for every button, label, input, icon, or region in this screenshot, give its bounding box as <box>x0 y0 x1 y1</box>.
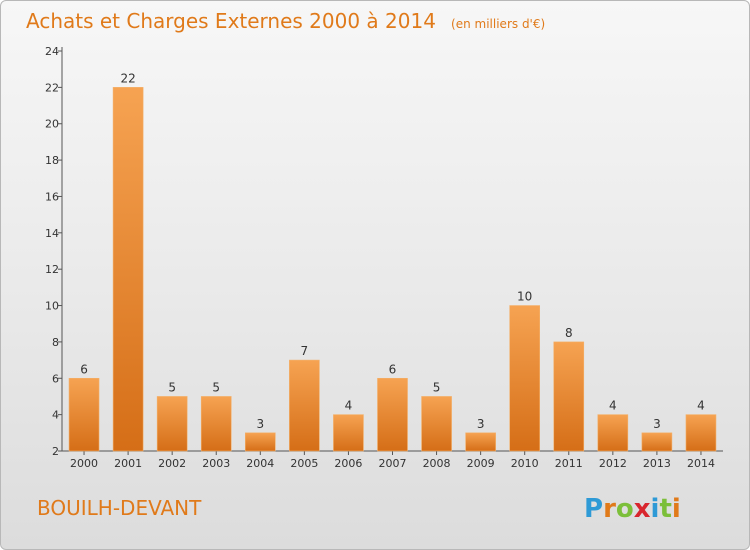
x-tick-label: 2014 <box>687 457 715 470</box>
data-label-2001: 22 <box>120 71 135 85</box>
y-tick-label: 2 <box>52 445 59 458</box>
logo-letter: x <box>634 494 651 524</box>
x-tick-label: 2005 <box>290 457 318 470</box>
data-label-2008: 5 <box>433 380 441 394</box>
chart-title-text: Achats et Charges Externes 2000 à 2014 <box>26 9 436 33</box>
chart-title: Achats et Charges Externes 2000 à 2014 (… <box>26 9 545 33</box>
x-axis: 2000 2001 2002 2003 2004 2005 2006 2007 2008 2009… <box>62 450 723 470</box>
proxiti-logo: Proxiti <box>584 494 681 524</box>
bar-2006 <box>333 414 364 452</box>
y-tick-label: 10 <box>45 300 59 313</box>
bar-2013 <box>641 432 673 452</box>
bars-group <box>68 87 717 452</box>
data-label-2003: 5 <box>212 380 220 394</box>
x-tick-label: 2009 <box>467 457 495 470</box>
y-tick-label: 14 <box>45 227 59 240</box>
data-label-2006: 4 <box>345 399 353 413</box>
bar-2014 <box>685 414 717 452</box>
y-tick-label: 4 <box>52 409 59 422</box>
data-label-2014: 4 <box>697 399 705 413</box>
data-label-2013: 3 <box>653 417 661 431</box>
x-tick-label: 2013 <box>643 457 671 470</box>
data-labels-group: 6 22 5 5 3 7 4 6 5 3 10 8 4 3 4 <box>80 71 705 430</box>
data-label-2009: 3 <box>477 417 485 431</box>
logo-letter: t <box>659 494 671 524</box>
data-label-2004: 3 <box>256 417 264 431</box>
bar-2007 <box>377 377 408 452</box>
data-label-2011: 8 <box>565 326 573 340</box>
x-tick-label: 2006 <box>334 457 362 470</box>
bar-2005 <box>289 359 320 452</box>
x-tick-label: 2011 <box>555 457 583 470</box>
y-tick-label: 12 <box>45 263 59 276</box>
y-tick-label: 18 <box>45 154 59 167</box>
data-label-2000: 6 <box>80 362 88 376</box>
place-name: BOUILH-DEVANT <box>37 496 202 520</box>
y-tick-label: 16 <box>45 190 59 203</box>
x-tick-label: 2003 <box>202 457 230 470</box>
y-tick-label: 24 <box>45 45 59 58</box>
logo-letter: i <box>672 494 681 524</box>
logo-letter: i <box>651 494 660 524</box>
chart-unit-text: (en milliers d'€) <box>451 17 545 31</box>
x-tick-label: 2001 <box>114 457 142 470</box>
bar-2003 <box>200 396 232 452</box>
y-tick-label: 20 <box>45 118 59 131</box>
data-label-2012: 4 <box>609 399 617 413</box>
bar-2002 <box>156 396 188 452</box>
data-label-2002: 5 <box>168 380 176 394</box>
x-tick-label: 2002 <box>158 457 186 470</box>
y-tick-label: 22 <box>45 81 59 94</box>
y-tick-label: 6 <box>52 372 59 385</box>
bar-2001 <box>112 87 144 452</box>
bar-2011 <box>553 341 585 452</box>
bar-2009 <box>465 432 496 452</box>
data-label-2007: 6 <box>389 362 397 376</box>
logo-letter: r <box>603 494 616 524</box>
x-tick-label: 2008 <box>423 457 451 470</box>
data-label-2005: 7 <box>301 344 309 358</box>
x-tick-label: 2007 <box>379 457 407 470</box>
x-tick-label: 2000 <box>70 457 98 470</box>
bar-2012 <box>597 414 629 452</box>
data-label-2010: 10 <box>517 290 532 304</box>
y-tick-label: 8 <box>52 336 59 349</box>
logo-letter: P <box>584 494 603 524</box>
bar-2000 <box>68 377 100 452</box>
logo-letter: o <box>616 494 634 524</box>
x-tick-label: 2004 <box>246 457 274 470</box>
bar-2008 <box>421 396 452 452</box>
x-tick-label: 2012 <box>599 457 627 470</box>
bar-2010 <box>509 305 541 452</box>
x-tick-label: 2010 <box>511 457 539 470</box>
bar-2004 <box>245 432 276 452</box>
